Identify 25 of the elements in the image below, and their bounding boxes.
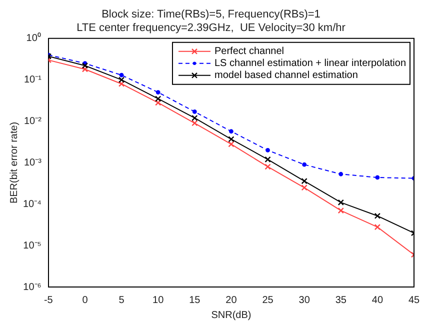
x-tick-label: 0	[82, 294, 88, 306]
x-tick-label: 5	[118, 294, 125, 306]
y-tick-label: 10⁻³	[24, 157, 42, 168]
x-axis-title: SNR(dB)	[211, 310, 252, 321]
y-tick-label: 10⁰	[26, 32, 42, 44]
legend-label: LS channel estimation + linear interpolation	[214, 58, 406, 70]
x-tick-label: 45	[408, 294, 420, 306]
x-tick-label: 20	[226, 294, 238, 306]
legend-label: model based channel estimation	[214, 70, 358, 82]
y-tick-label: 10⁻⁴	[23, 198, 42, 210]
y-tick-label: 10⁻²	[24, 116, 42, 128]
legend-label: Perfect channel	[214, 46, 284, 58]
y-tick-label: 10⁻⁶	[23, 282, 42, 293]
text: Block size: Time(RBs)=5, Frequency(RBs)=1	[102, 8, 320, 21]
x-tick-label: 30	[298, 294, 310, 306]
x-tick-label: 25	[262, 294, 274, 306]
x-tick-label: 10	[152, 294, 164, 306]
y-tick-label: 10⁻⁵	[23, 240, 42, 252]
x-tick-label: 40	[372, 294, 384, 306]
y-axis-title: BER(bit error rate)	[8, 122, 20, 204]
text: LTE center frequency=2.39GHz, UE Velocity=30 km/hr	[76, 22, 346, 34]
x-tick-label: 35	[335, 294, 347, 306]
x-tick-label: -5	[44, 294, 54, 306]
y-tick-label: 10⁻¹	[24, 74, 42, 86]
x-tick-label: 15	[189, 294, 201, 306]
